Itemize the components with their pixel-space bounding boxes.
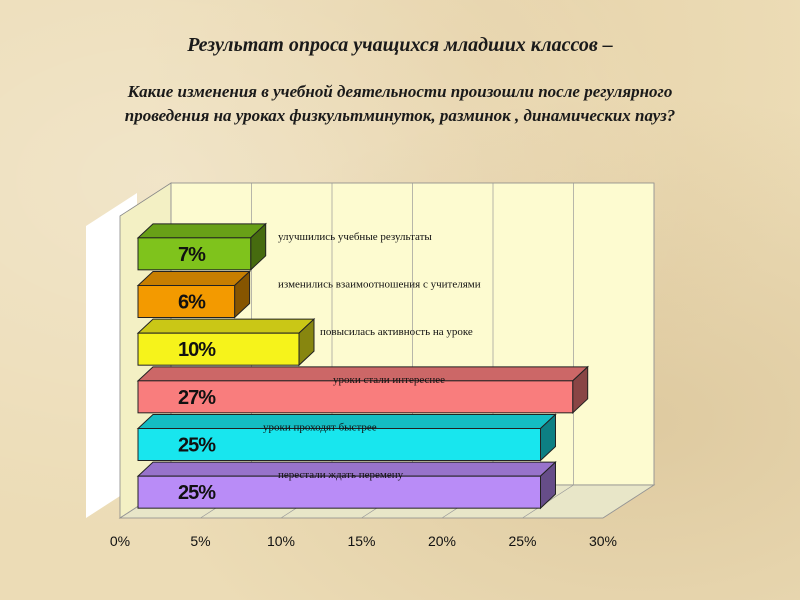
bar-category-label: изменились взаимоотношения с учителями: [278, 279, 481, 291]
bar-value-label: 25%: [178, 435, 216, 457]
bars-group: 7% улучшились учебные результаты 6% изменил…: [136, 222, 589, 510]
bar-category-label: уроки стали интереснее: [333, 374, 445, 386]
bar-4: 27% уроки стали интереснее: [136, 365, 589, 414]
page-title: Результат опроса учащихся младших классо…: [187, 34, 613, 56]
page-subtitle: Какие изменения в учебной деятельности п…: [124, 82, 676, 125]
x-tick-label: 25%: [508, 533, 536, 549]
bar-category-label: уроки проходят быстрее: [263, 422, 377, 434]
bar-front-face: [137, 428, 541, 461]
x-tick-label: 0%: [110, 533, 130, 549]
x-tick-label: 15%: [347, 533, 375, 549]
bar-front-face: [137, 380, 574, 414]
bar-value-label: 10%: [178, 339, 216, 361]
bar-category-label: улучшились учебные результаты: [278, 231, 432, 243]
bar-2: 6% изменились взаимоотношения с учителями: [136, 270, 481, 319]
x-axis: 0% 5% 10% 15% 20% 25% 30%: [110, 533, 617, 549]
bar-5: 25% уроки проходят быстрее: [136, 413, 557, 462]
bar-category-label: повысилась активность на уроке: [320, 326, 473, 338]
bar-front-face: [137, 237, 252, 271]
x-tick-label: 10%: [267, 533, 295, 549]
bar-category-label: перестали ждать перемену: [278, 469, 404, 481]
bar-value-label: 27%: [178, 387, 216, 409]
bar-value-label: 6%: [178, 292, 206, 314]
bar-6: 25% перестали ждать перемену: [136, 461, 557, 510]
bar-front-face: [137, 475, 541, 509]
gridline-floor: [602, 484, 655, 519]
x-tick-label: 30%: [589, 533, 617, 549]
bar-top-face: [136, 223, 267, 239]
bar-top-face: [136, 271, 251, 286]
bar-value-label: 7%: [178, 244, 206, 266]
x-tick-label: 5%: [190, 533, 210, 549]
x-tick-label: 20%: [428, 533, 456, 549]
bar-3: 10% повысилась активность на уроке: [136, 318, 473, 367]
bar-front-face: [137, 332, 300, 366]
bar-1: 7% улучшились учебные результаты: [136, 222, 432, 271]
bar-value-label: 25%: [178, 482, 216, 504]
bar-top-face: [136, 318, 316, 334]
bar-front-face: [137, 285, 236, 318]
